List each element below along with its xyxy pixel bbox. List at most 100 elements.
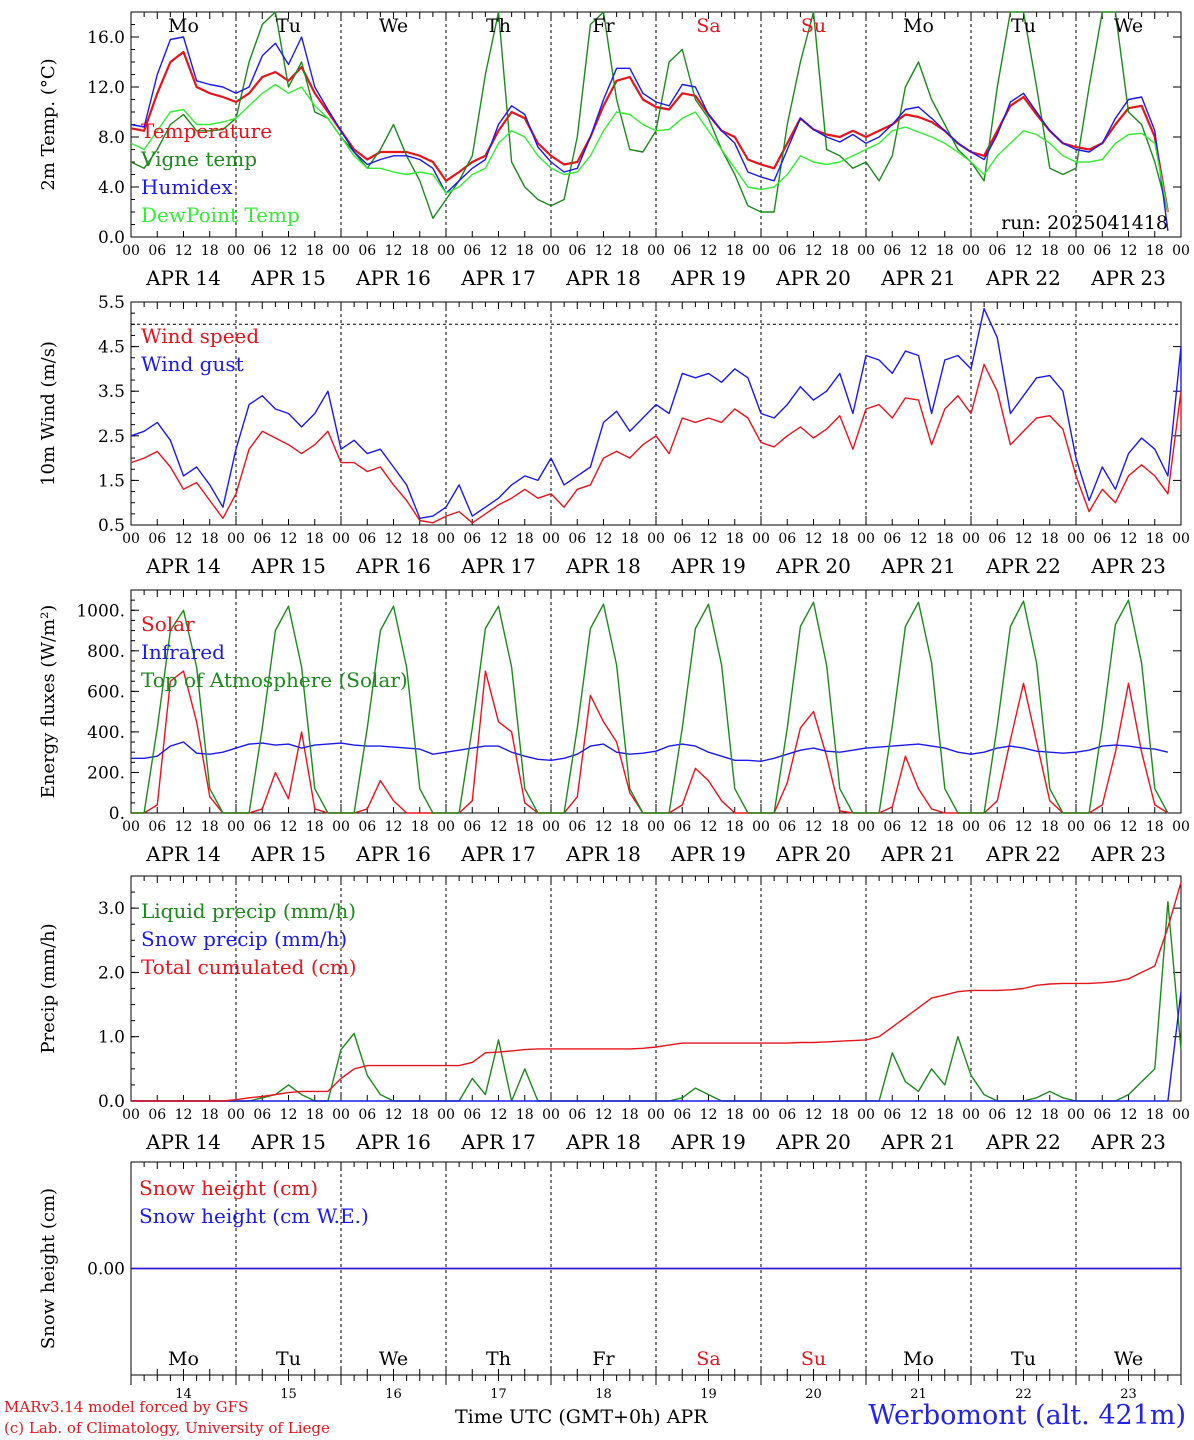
hour-label: 12 [385,531,403,547]
series-line [131,599,1169,814]
date-label: APR 15 [250,266,326,290]
hour-label: 06 [253,243,271,259]
weekday-label: Mo [903,15,934,37]
hour-label: 18 [726,243,744,259]
series-line [130,363,1182,524]
hour-label: 00 [227,531,245,547]
hour-label: 06 [463,531,481,547]
hour-label: 06 [673,243,691,259]
weekday-label: Tu [276,1348,301,1370]
weekday-label: Tu [1011,1348,1036,1370]
hour-label: 06 [148,243,166,259]
y-axis-label: 10m Wind (m/s) [38,341,59,486]
hour-label: 18 [1041,1107,1059,1123]
hour-label: 00 [437,531,455,547]
date-label: APR 18 [565,1130,641,1154]
hour-label: 00 [752,819,770,835]
hour-label: 18 [1146,1107,1164,1123]
hour-label: 06 [253,531,271,547]
hour-label: 00 [1172,819,1190,835]
hour-label: 12 [280,819,298,835]
legend-entry: Liquid precip (mm/h) [141,899,356,923]
hour-label: 06 [463,1107,481,1123]
hour-label: 00 [1172,1107,1190,1123]
model-credit: MARv3.14 model forced by GFS [4,1398,249,1416]
hour-label: 18 [726,1107,744,1123]
y-tick-label: 8.0 [98,128,125,148]
hour-label: 12 [385,1107,403,1123]
hour-label: 06 [988,1107,1006,1123]
hour-label: 00 [752,243,770,259]
hour-label: 06 [568,819,586,835]
date-label: APR 17 [460,266,536,290]
hour-label: 06 [673,531,691,547]
date-label: APR 18 [565,842,641,866]
hour-label: 18 [201,243,219,259]
legend-entry: Top of Atmosphere (Solar) [141,668,408,692]
hour-label: 18 [831,243,849,259]
hour-label: 06 [253,1107,271,1123]
hour-label: 06 [568,243,586,259]
hour-label: 00 [332,531,350,547]
weekday-label: Sa [696,15,720,37]
hour-label: 18 [621,819,639,835]
date-label: APR 18 [565,554,641,578]
hour-label: 00 [437,243,455,259]
hour-label: 06 [778,819,796,835]
hour-label: 06 [568,531,586,547]
date-label: APR 19 [670,554,746,578]
y-tick-label: 2.5 [98,427,125,447]
hour-label: 00 [857,531,875,547]
y-tick-label: 4.0 [98,178,125,198]
hour-label: 06 [1093,819,1111,835]
hour-label: 18 [1041,531,1059,547]
hour-label: 00 [1067,1107,1085,1123]
hour-label: 18 [306,1107,324,1123]
day-number: 18 [595,1387,612,1402]
hour-label: 18 [1041,819,1059,835]
weekday-label: Su [801,1348,826,1370]
hour-label: 06 [463,243,481,259]
date-label: APR 14 [145,266,221,290]
date-label: APR 15 [250,554,326,578]
hour-label: 18 [306,819,324,835]
hour-label: 00 [227,243,245,259]
y-axis-label: Snow height (cm) [38,1188,59,1349]
day-number: 22 [1015,1387,1032,1402]
hour-label: 06 [673,819,691,835]
hour-label: 12 [175,1107,193,1123]
weekday-label: We [379,15,408,37]
hour-label: 06 [568,1107,586,1123]
y-axis-label: Energy fluxes (W/m²) [38,605,59,799]
date-label: APR 20 [775,842,851,866]
hour-label: 00 [962,243,980,259]
hour-label: 12 [175,531,193,547]
hour-label: 18 [411,1107,429,1123]
hour-label: 12 [385,819,403,835]
series-line [131,741,1169,762]
hour-label: 00 [542,1107,560,1123]
hour-label: 12 [700,1107,718,1123]
legend-entry: Wind speed [141,324,259,348]
weekday-label: Mo [168,15,199,37]
hour-label: 18 [201,531,219,547]
hour-label: 00 [752,1107,770,1123]
date-label: APR 19 [670,1130,746,1154]
date-label: APR 22 [985,1130,1061,1154]
y-tick-label: 1000. [76,601,125,621]
hour-label: 18 [411,243,429,259]
y-tick-label: 400. [87,723,125,743]
hour-label: 12 [805,1107,823,1123]
date-label: APR 21 [880,1130,956,1154]
y-tick-label: 3.0 [98,899,125,919]
hour-label: 18 [936,531,954,547]
hour-label: 00 [227,1107,245,1123]
hour-label: 00 [437,819,455,835]
hour-label: 18 [621,531,639,547]
hour-label: 18 [726,531,744,547]
hour-label: 06 [883,819,901,835]
hour-label: 18 [831,1107,849,1123]
hour-label: 00 [647,819,665,835]
hour-label: 18 [201,1107,219,1123]
y-tick-label: 600. [87,682,125,702]
